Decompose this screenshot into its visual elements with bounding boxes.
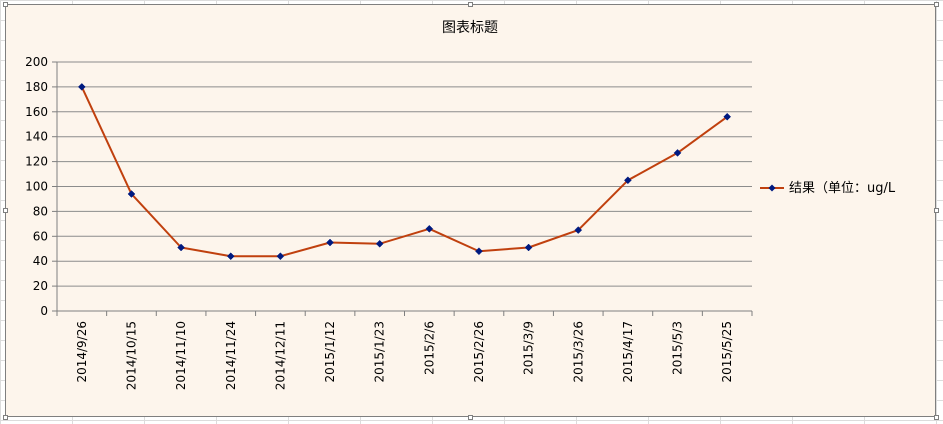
x-tick-label: 2015/3/9: [522, 321, 536, 375]
series-line[interactable]: [80, 86, 728, 258]
y-tick-label: 120: [25, 155, 48, 169]
data-point-marker[interactable]: [475, 247, 483, 256]
data-point-marker[interactable]: [276, 252, 285, 261]
y-tick-label: 140: [25, 130, 48, 144]
x-tick-label: 2014/12/11: [273, 321, 287, 390]
x-tick-label: 2015/3/26: [571, 321, 585, 383]
y-tick-label: 80: [33, 204, 48, 218]
gridlines: [57, 61, 752, 287]
y-tick-label: 160: [25, 105, 48, 119]
data-point-marker[interactable]: [425, 224, 434, 233]
resize-handle-bottom-left[interactable]: [3, 415, 8, 420]
resize-handle-top-right[interactable]: [934, 2, 939, 7]
data-point-marker[interactable]: [723, 112, 732, 121]
x-axis-tick-labels: 2014/9/26 2014/10/15 2014/11/10 2014/11/24 2…: [75, 321, 734, 390]
resize-handle-top-left[interactable]: [3, 2, 8, 7]
y-tick-label: 20: [33, 279, 48, 293]
y-tick-label: 180: [25, 80, 48, 94]
x-tick-label: 2015/1/12: [323, 321, 337, 383]
axes: [52, 61, 753, 316]
x-tick-label: 2015/5/3: [671, 321, 685, 375]
y-tick-label: 60: [33, 229, 48, 243]
data-point-marker[interactable]: [624, 176, 632, 185]
resize-handle-middle-right[interactable]: [934, 208, 939, 213]
x-tick-label: 2015/4/17: [621, 321, 635, 383]
data-point-marker[interactable]: [673, 149, 682, 157]
x-tick-label: 2015/2/26: [472, 321, 486, 383]
data-point-marker[interactable]: [177, 243, 185, 252]
legend[interactable]: 结果（单位：ug/L: [760, 181, 896, 196]
x-tick-label: 2015/5/25: [720, 321, 734, 383]
x-tick-label: 2014/11/24: [224, 321, 238, 390]
x-tick-label: 2015/2/6: [422, 321, 436, 375]
data-series[interactable]: [77, 83, 732, 261]
resize-handle-bottom-right[interactable]: [934, 415, 939, 420]
chart-area[interactable]: [5, 4, 936, 417]
data-point-marker[interactable]: [326, 238, 334, 247]
legend-marker-swatch: [768, 184, 776, 192]
y-tick-label: 40: [33, 254, 48, 268]
chart-title: 图表标题: [442, 20, 498, 36]
resize-handle-middle-left[interactable]: [3, 208, 8, 213]
x-tick-label: 2014/10/15: [124, 321, 138, 390]
x-tick-label: 2015/1/23: [373, 321, 387, 383]
y-tick-label: 200: [25, 55, 48, 69]
resize-handle-top-center[interactable]: [468, 2, 473, 7]
x-tick-label: 2014/11/10: [174, 321, 188, 390]
data-point-marker[interactable]: [574, 226, 583, 234]
y-axis-tick-labels: 0 20 40 60 80 100 120 140 160 180 200: [25, 55, 48, 318]
y-tick-label: 0: [40, 304, 48, 318]
x-tick-label: 2014/9/26: [75, 321, 89, 383]
data-point-marker[interactable]: [524, 243, 533, 252]
resize-handle-bottom-center[interactable]: [468, 415, 473, 420]
data-point-marker[interactable]: [226, 252, 235, 261]
data-point-marker[interactable]: [77, 83, 86, 91]
legend-label: 结果（单位：ug/L: [789, 181, 896, 196]
data-point-marker[interactable]: [375, 239, 384, 248]
data-point-marker[interactable]: [127, 190, 136, 198]
y-tick-label: 100: [25, 180, 48, 194]
